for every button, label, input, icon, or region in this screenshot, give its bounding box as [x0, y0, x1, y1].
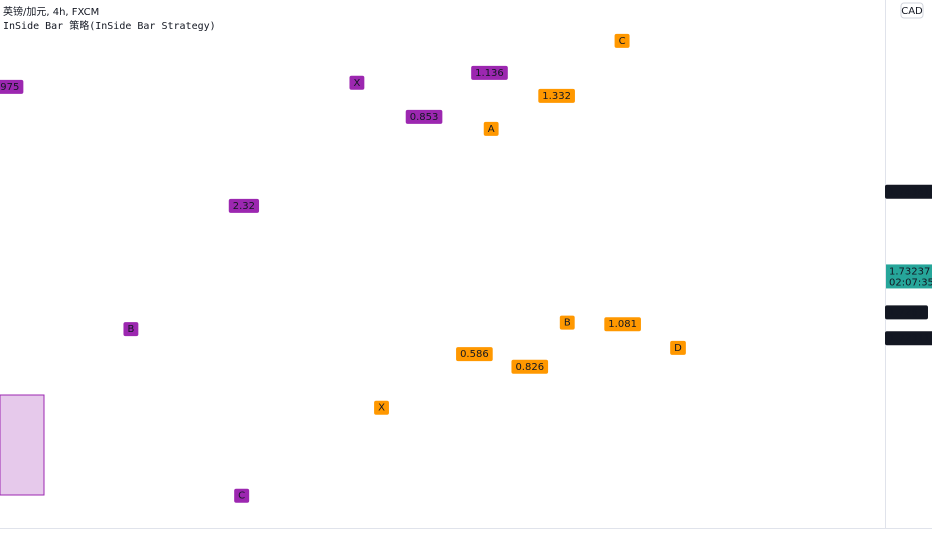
ratio-label: 2.32 — [233, 201, 255, 212]
ratio-label-box — [405, 109, 443, 124]
pivot-label-box — [483, 121, 499, 136]
pivot-label: D — [674, 343, 682, 354]
level-label-box — [885, 184, 932, 199]
pivot-label: X — [378, 403, 385, 414]
pivot-label-box — [123, 322, 139, 337]
level-label: 1.72311 — [889, 333, 930, 344]
ratio-label: 1.081 — [608, 319, 637, 330]
last-price-label: 1.73237 — [889, 266, 930, 277]
pivot-label: C — [238, 491, 245, 502]
currency-label[interactable]: CAD — [901, 6, 923, 17]
pivot-label: B — [564, 318, 571, 329]
strategy-name: InSide Bar 策略(InSide Bar Strategy) — [3, 19, 216, 32]
level-label-box — [885, 331, 932, 346]
ratio-label: 1.332 — [542, 91, 571, 102]
last-price-box — [886, 264, 932, 289]
ratio-label-box — [456, 347, 493, 362]
ratio-label: 0.975 — [0, 82, 19, 93]
pivot-label: B — [127, 324, 134, 335]
pivot-label-box — [234, 488, 250, 503]
ratio-label: 0.586 — [460, 349, 489, 360]
pivot-label-box — [559, 315, 575, 330]
level-label: 1.7267 — [889, 307, 924, 318]
ratio-label-box — [471, 65, 508, 80]
pivot-label: X — [353, 78, 360, 89]
pivot-label: A — [488, 124, 495, 135]
pivot-label-box — [374, 400, 389, 415]
chart-title: 英镑/加元, 4h, FXCM — [3, 5, 99, 18]
ratio-label: 0.826 — [515, 362, 544, 373]
ratio-label-box — [0, 79, 24, 94]
ratio-label-box — [604, 317, 641, 332]
ratio-label: 1.136 — [475, 68, 504, 79]
ratio-label-box — [511, 359, 549, 374]
countdown: 02:07:35 — [889, 277, 932, 288]
ratio-label: 0.853 — [410, 112, 439, 123]
inside-bar-box — [0, 394, 45, 496]
level-label-box — [885, 305, 928, 320]
pivot-label-box — [614, 33, 630, 48]
annotations: 0.975 2.32 0.853 1.136 B C X 0.586 0.826 1.332 1.0… — [0, 33, 686, 503]
currency-box[interactable] — [900, 2, 924, 19]
ratio-label-box — [228, 198, 260, 213]
pivot-label-box — [349, 75, 365, 90]
level-label: 1.74341 — [889, 187, 930, 198]
pivot-label: C — [619, 36, 626, 47]
ratio-label-box — [538, 88, 575, 103]
pivot-label-box — [670, 340, 686, 355]
